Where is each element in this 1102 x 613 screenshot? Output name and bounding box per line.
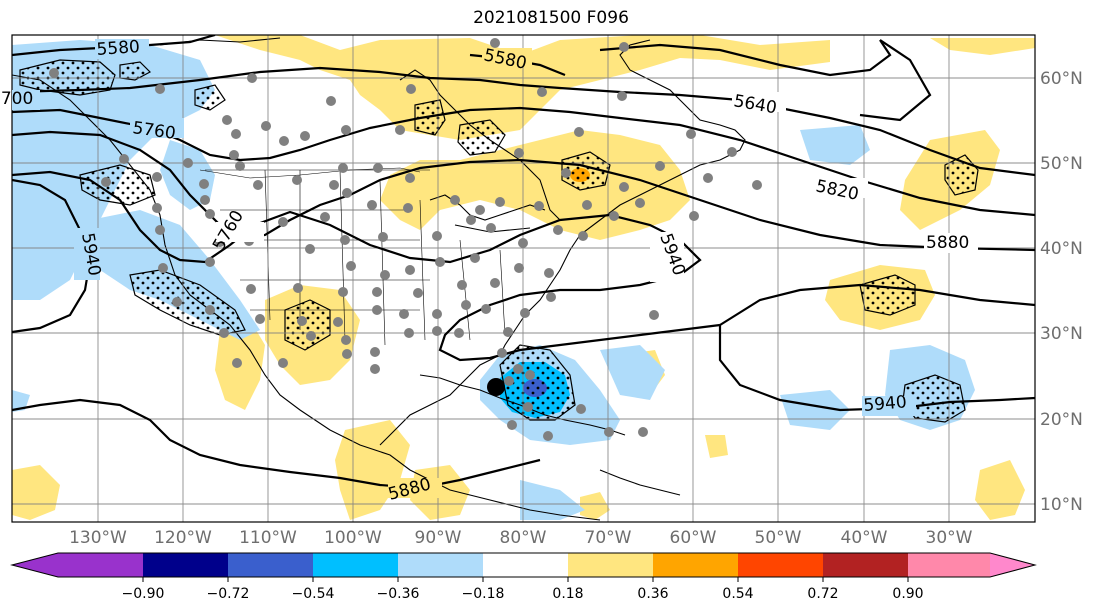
contour-label-5580-west: 5580	[96, 37, 141, 60]
lat-label-30n: 30°N	[1040, 324, 1083, 344]
colorbar-label-n036: −0.36	[377, 586, 420, 602]
lon-label-90w: 90°W	[415, 528, 462, 548]
map-title: 2021081500 F096	[473, 8, 629, 28]
colorbar-label-n090: −0.90	[122, 586, 165, 602]
contour-label-5880-east: 5880	[926, 233, 969, 253]
colorbar-swatch-6	[483, 553, 568, 577]
longitude-labels: 130°W 120°W 110°W 100°W 90°W 80°W 70°W 6…	[69, 528, 973, 548]
state-borders	[199, 167, 506, 346]
colorbar-label-p090: 0.90	[892, 586, 923, 602]
lon-label-50w: 50°W	[755, 528, 802, 548]
lon-label-30w: 30°W	[926, 528, 973, 548]
lon-label-80w: 80°W	[500, 528, 547, 548]
contour-label-5700-edge: 5700	[0, 89, 33, 109]
colorbar-swatch-7	[568, 553, 653, 577]
lat-label-40n: 40°N	[1040, 239, 1083, 259]
latitude-labels: 60°N 50°N 40°N 30°N 20°N 10°N	[1040, 69, 1083, 515]
colorbar-swatch-4	[313, 553, 398, 577]
significance-stippling	[19, 59, 979, 423]
lat-label-50n: 50°N	[1040, 154, 1083, 174]
map-frame	[11, 34, 1036, 523]
colorbar-swatch-10	[823, 553, 908, 577]
lat-label-60n: 60°N	[1040, 69, 1083, 89]
colorbar-label-p018: 0.18	[552, 586, 583, 602]
colorbar-ticks	[142, 577, 909, 582]
colorbar-high-extend	[990, 553, 1035, 577]
lat-label-10n: 10°N	[1040, 495, 1083, 515]
colorbar-label-n054: −0.54	[292, 586, 335, 602]
colorbar-low-extend	[12, 553, 58, 577]
contour-5880	[12, 398, 541, 490]
colorbar	[10, 552, 1037, 582]
colorbar-swatch-8	[653, 553, 738, 577]
lat-label-20n: 20°N	[1040, 410, 1083, 430]
colorbar-swatch-9	[738, 553, 823, 577]
colorbar-swatch-1	[58, 553, 143, 577]
contour-label-5940-south: 5940	[863, 392, 908, 416]
graticule	[12, 35, 1035, 522]
lon-label-130w: 130°W	[69, 528, 127, 548]
lon-label-60w: 60°W	[670, 528, 717, 548]
lon-label-110w: 110°W	[239, 528, 297, 548]
colorbar-label-p072: 0.72	[807, 586, 838, 602]
colorbar-labels: −0.90 −0.72 −0.54 −0.36 −0.18 0.18 0.36 …	[122, 586, 924, 602]
lon-label-40w: 40°W	[841, 528, 888, 548]
colorbar-label-n018: −0.18	[462, 586, 505, 602]
colorbar-outline	[10, 552, 1037, 578]
colorbar-swatch-5	[398, 553, 483, 577]
colorbar-label-p054: 0.54	[722, 586, 753, 602]
lon-label-120w: 120°W	[154, 528, 212, 548]
cyclone-center-marker	[487, 378, 505, 396]
lon-label-70w: 70°W	[585, 528, 632, 548]
contour-5820	[12, 170, 721, 362]
colorbar-label-p036: 0.36	[637, 586, 668, 602]
colorbar-label-n072: −0.72	[207, 586, 250, 602]
lon-label-100w: 100°W	[324, 528, 382, 548]
colorbar-swatch-3	[228, 553, 313, 577]
contour-5640	[12, 66, 1035, 177]
station-dots	[49, 38, 762, 441]
colorbar-swatch-2	[143, 553, 228, 577]
colorbar-swatch-11	[908, 553, 990, 577]
